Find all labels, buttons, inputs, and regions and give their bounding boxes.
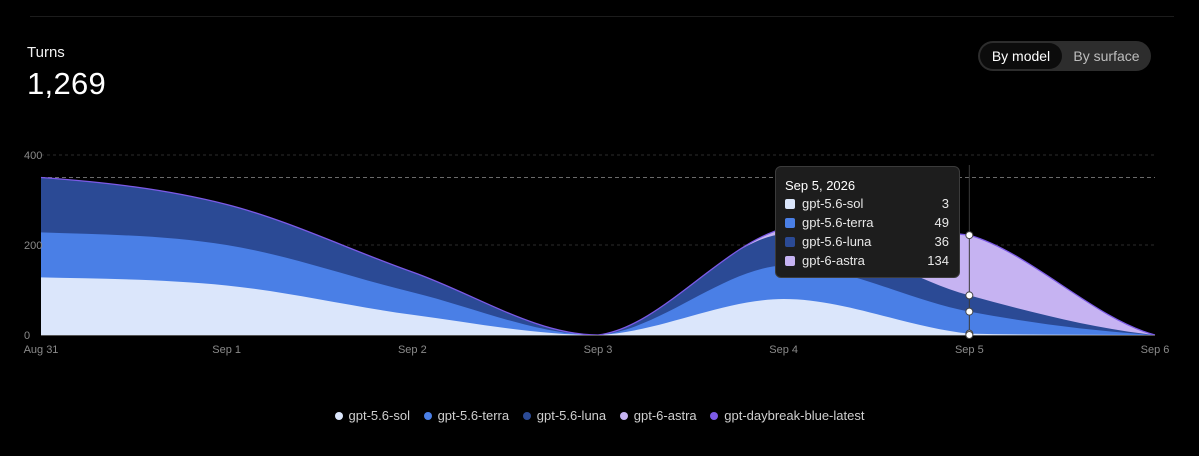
metric-value: 1,269 bbox=[27, 66, 107, 101]
area-layer bbox=[40, 176, 1156, 336]
legend-label: gpt-5.6-sol bbox=[348, 408, 410, 423]
tooltip-row: gpt-6-astra 134 bbox=[785, 252, 949, 270]
tooltip-series-name: gpt-5.6-luna bbox=[802, 234, 872, 249]
legend-dot bbox=[710, 412, 719, 420]
tooltip-swatch bbox=[785, 256, 795, 266]
legend-item-gpt-5-6-luna[interactable]: gpt-5.6-luna bbox=[522, 408, 607, 423]
tooltip-row: gpt-5.6-luna 36 bbox=[785, 233, 949, 251]
area-gpt-5-6-sol bbox=[41, 277, 1155, 335]
legend-dot bbox=[423, 412, 432, 420]
x-tick-label: Sep 5 bbox=[955, 344, 984, 356]
hover-point bbox=[965, 291, 974, 300]
grid-layer bbox=[41, 154, 1155, 246]
hover-point bbox=[965, 231, 974, 240]
tooltip-series-name: gpt-5.6-sol bbox=[802, 196, 864, 211]
x-tick-label: Sep 2 bbox=[398, 344, 427, 356]
legend-label: gpt-5.6-luna bbox=[536, 408, 607, 423]
legend-item-gpt-5-6-terra[interactable]: gpt-5.6-terra bbox=[423, 408, 510, 423]
y-tick-label: 0 bbox=[24, 330, 30, 342]
metric-label: Turns bbox=[27, 44, 65, 61]
chart-legend: gpt-5.6-sol gpt-5.6-terra gpt-5.6-luna g… bbox=[0, 408, 1199, 423]
tooltip-series-name: gpt-6-astra bbox=[802, 253, 865, 268]
grouping-toggle: By model By surface bbox=[978, 41, 1151, 71]
legend-label: gpt-daybreak-blue-latest bbox=[724, 408, 865, 423]
by-model-button[interactable]: By model bbox=[980, 43, 1062, 69]
hover-point bbox=[965, 307, 974, 316]
chart-tooltip: Sep 5, 2026 gpt-5.6-sol 3 gpt-5.6-terra … bbox=[775, 166, 960, 278]
stacked-area-chart: 0 200 400 Aug 31 Sep 1 Sep 2 Sep 3 Sep 4 Sep 5 Se… bbox=[24, 150, 1170, 356]
x-tick-label: Sep 3 bbox=[584, 344, 613, 356]
x-tick-label: Aug 31 bbox=[24, 344, 59, 356]
tooltip-series-value: 3 bbox=[941, 196, 949, 211]
hover-layer bbox=[965, 165, 974, 339]
x-tick-label: Sep 4 bbox=[769, 344, 798, 356]
axis-layer: 0 200 400 Aug 31 Sep 1 Sep 2 Sep 3 Sep 4 Sep 5 Se… bbox=[24, 150, 1170, 356]
tooltip-row: gpt-5.6-terra 49 bbox=[785, 214, 949, 232]
tooltip-date: Sep 5, 2026 bbox=[785, 178, 856, 193]
legend-label: gpt-5.6-terra bbox=[437, 408, 510, 423]
top-divider bbox=[30, 16, 1174, 17]
legend-dot bbox=[334, 412, 343, 420]
tooltip-series-value: 49 bbox=[934, 215, 949, 230]
legend-item-gpt-5-6-sol[interactable]: gpt-5.6-sol bbox=[334, 408, 410, 423]
tooltip-series-value: 36 bbox=[934, 234, 949, 249]
legend-item-gpt-6-astra[interactable]: gpt-6-astra bbox=[619, 408, 697, 423]
tooltip-row: gpt-5.6-sol 3 bbox=[785, 195, 949, 213]
tooltip-swatch bbox=[785, 218, 795, 228]
legend-label: gpt-6-astra bbox=[633, 408, 697, 423]
x-tick-label: Sep 6 bbox=[1141, 344, 1170, 356]
tooltip-swatch bbox=[785, 199, 795, 209]
tooltip-series-value: 134 bbox=[927, 253, 949, 268]
hover-point bbox=[965, 331, 974, 339]
y-tick-label: 400 bbox=[24, 150, 42, 162]
legend-dot bbox=[522, 412, 531, 420]
tooltip-swatch bbox=[785, 237, 795, 247]
y-tick-label: 200 bbox=[24, 240, 42, 252]
legend-dot bbox=[619, 412, 628, 420]
tooltip-series-name: gpt-5.6-terra bbox=[802, 215, 874, 230]
by-surface-button[interactable]: By surface bbox=[1073, 48, 1140, 64]
legend-item-gpt-daybreak-blue-latest[interactable]: gpt-daybreak-blue-latest bbox=[710, 408, 864, 423]
x-tick-label: Sep 1 bbox=[212, 344, 241, 356]
